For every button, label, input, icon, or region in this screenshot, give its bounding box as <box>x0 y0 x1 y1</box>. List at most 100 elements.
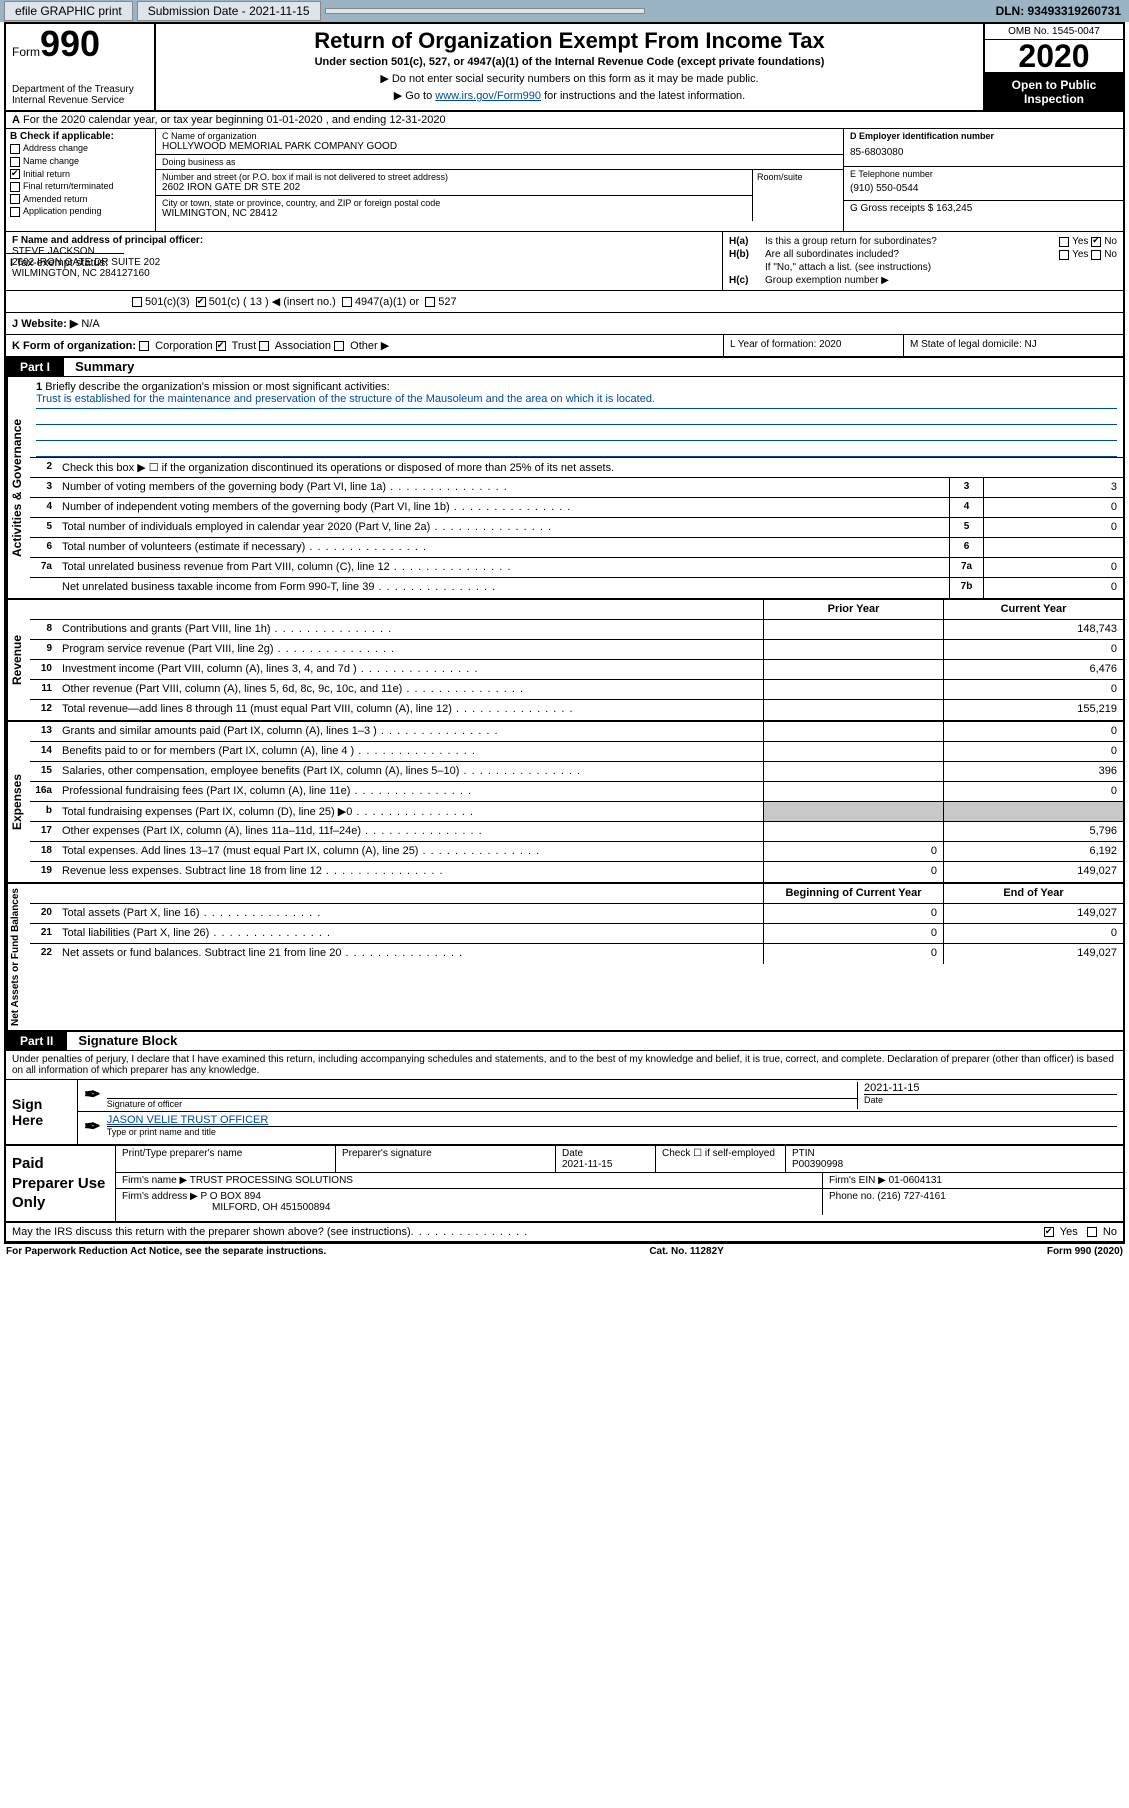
sign-here-block: Sign Here ✒ Signature of officer 2021-11… <box>6 1080 1123 1146</box>
part-i-badge: Part I <box>6 358 64 376</box>
state-domicile: M State of legal domicile: NJ <box>903 335 1123 356</box>
header-note1: ▶ Do not enter social security numbers o… <box>164 72 975 85</box>
dba-label: Doing business as <box>162 157 837 167</box>
hb-text: Are all subordinates included? <box>765 249 899 260</box>
chk-name-change[interactable]: Name change <box>10 155 151 168</box>
hb-yes[interactable]: Yes <box>1072 249 1088 260</box>
section-net-assets: Net Assets or Fund Balances Beginning of… <box>6 884 1123 1032</box>
chk-other[interactable] <box>334 341 344 351</box>
line2-text: Check this box ▶ ☐ if the organization d… <box>58 458 1123 477</box>
officer-print-name: JASON VELIE TRUST OFFICER <box>107 1114 1117 1126</box>
street-value: 2602 IRON GATE DR STE 202 <box>162 182 746 193</box>
self-employed-chk[interactable]: Check ☐ if self-employed <box>656 1146 786 1172</box>
chk-501c3[interactable] <box>132 297 142 307</box>
mission-blank2 <box>36 425 1117 441</box>
ha-no[interactable]: No <box>1104 236 1117 247</box>
department-label: Department of the Treasury Internal Reve… <box>12 84 148 106</box>
section-governance: Activities & Governance 1 Briefly descri… <box>6 377 1123 600</box>
hb-label: H(b) <box>729 249 765 260</box>
tel-value: (910) 550-0544 <box>850 179 1117 198</box>
form-subtitle: Under section 501(c), 527, or 4947(a)(1)… <box>164 56 975 68</box>
note2-post: for instructions and the latest informat… <box>541 90 745 102</box>
opt-assoc: Association <box>275 340 331 352</box>
firm-addr2: MILFORD, OH 451500894 <box>122 1202 330 1213</box>
chk-application-pending[interactable]: Application pending <box>10 205 151 218</box>
submission-date-badge: Submission Date - 2021-11-15 <box>137 1 321 21</box>
officer-label: F Name and address of principal officer: <box>12 235 203 246</box>
section-expenses: Expenses 13 Grants and similar amounts p… <box>6 722 1123 884</box>
pen-arrow-icon2: ✒ <box>84 1114 101 1139</box>
line-b: b Total fundraising expenses (Part IX, c… <box>30 802 1123 822</box>
opt-corp: Corporation <box>155 340 212 352</box>
org-name: HOLLYWOOD MEMORIAL PARK COMPANY GOOD <box>162 141 837 152</box>
row-k-org-form: K Form of organization: Corporation Trus… <box>6 335 1123 358</box>
gross-receipts: G Gross receipts $ 163,245 <box>850 203 1117 214</box>
footer-paperwork: For Paperwork Reduction Act Notice, see … <box>6 1246 326 1257</box>
spacer-badge <box>325 8 645 14</box>
hc-label: H(c) <box>729 275 765 286</box>
paid-preparer-label: Paid Preparer Use Only <box>6 1146 116 1221</box>
discuss-no-chk[interactable] <box>1087 1227 1097 1237</box>
i-text: Tax-exempt status: <box>16 257 108 269</box>
discuss-row: May the IRS discuss this return with the… <box>6 1223 1123 1242</box>
line-21: 21 Total liabilities (Part X, line 26) 0… <box>30 924 1123 944</box>
pen-arrow-icon: ✒ <box>84 1082 101 1109</box>
instructions-link[interactable]: www.irs.gov/Form990 <box>435 90 541 102</box>
line1-text: Briefly describe the organization's miss… <box>45 381 389 393</box>
footer-cat: Cat. No. 11282Y <box>649 1246 723 1257</box>
chk-corp[interactable] <box>139 341 149 351</box>
chk-amended-return[interactable]: Amended return <box>10 193 151 206</box>
form-title: Return of Organization Exempt From Incom… <box>164 28 975 54</box>
paid-preparer-block: Paid Preparer Use Only Print/Type prepar… <box>6 1146 1123 1223</box>
line-19: 19 Revenue less expenses. Subtract line … <box>30 862 1123 882</box>
form-header: Form 990 Department of the Treasury Inte… <box>6 24 1123 112</box>
form-container: Form 990 Department of the Treasury Inte… <box>4 22 1125 1244</box>
hc-text: Group exemption number ▶ <box>765 275 889 286</box>
ein-label: D Employer identification number <box>850 131 994 141</box>
hb-no[interactable]: No <box>1104 249 1117 260</box>
vtab-net-assets: Net Assets or Fund Balances <box>6 884 30 1030</box>
gov-line-6: 6 Total number of volunteers (estimate i… <box>30 538 1123 558</box>
firm-ein: Firm's EIN ▶ 01-0604131 <box>823 1173 1123 1188</box>
chk-4947[interactable] <box>342 297 352 307</box>
chk-initial-return[interactable]: Initial return <box>10 168 151 181</box>
opt-527: 527 <box>438 296 456 308</box>
part-ii-title: Signature Block <box>70 1033 177 1048</box>
chk-final-return[interactable]: Final return/terminated <box>10 180 151 193</box>
mission-block: 1 Briefly describe the organization's mi… <box>30 377 1123 457</box>
preparer-name-label: Print/Type preparer's name <box>116 1146 336 1172</box>
col-b-checkboxes: B Check if applicable: Address change Na… <box>6 129 156 231</box>
col-c-org-info: C Name of organization HOLLYWOOD MEMORIA… <box>156 129 843 231</box>
k-label: K Form of organization: <box>12 340 136 352</box>
line-22: 22 Net assets or fund balances. Subtract… <box>30 944 1123 964</box>
ein-value: 85-6803080 <box>850 141 1117 164</box>
line-16a: 16a Professional fundraising fees (Part … <box>30 782 1123 802</box>
chk-assoc[interactable] <box>259 341 269 351</box>
current-year-header: Current Year <box>943 600 1123 619</box>
row-j-website: J Website: ▶ N/A <box>6 313 1123 335</box>
row-a-text: For the 2020 calendar year, or tax year … <box>23 114 446 126</box>
ha-yes[interactable]: Yes <box>1072 236 1088 247</box>
ha-label: H(a) <box>729 236 765 247</box>
line-10: 10 Investment income (Part VIII, column … <box>30 660 1123 680</box>
col-h-group: H(a)Is this a group return for subordina… <box>723 232 1123 290</box>
discuss-yes-chk[interactable] <box>1044 1227 1054 1237</box>
mission-blank1 <box>36 409 1117 425</box>
opt-501c: 501(c) ( 13 ) ◀ (insert no.) <box>209 295 336 308</box>
chk-trust[interactable] <box>216 341 226 351</box>
form-number: 990 <box>40 28 100 60</box>
dln-label: DLN: 93493319260731 <box>996 4 1121 18</box>
part-ii-header: Part II Signature Block <box>6 1032 1123 1051</box>
line-11: 11 Other revenue (Part VIII, column (A),… <box>30 680 1123 700</box>
h-note: If "No," attach a list. (see instruction… <box>765 262 931 273</box>
mission-blank3 <box>36 441 1117 457</box>
chk-527[interactable] <box>425 297 435 307</box>
chk-501c[interactable] <box>196 297 206 307</box>
perjury-text: Under penalties of perjury, I declare th… <box>6 1051 1123 1080</box>
street-label: Number and street (or P.O. box if mail i… <box>162 172 746 182</box>
org-name-label: C Name of organization <box>162 131 837 141</box>
line-9: 9 Program service revenue (Part VIII, li… <box>30 640 1123 660</box>
chk-address-change[interactable]: Address change <box>10 142 151 155</box>
open-to-public: Open to Public Inspection <box>985 74 1123 110</box>
firm-name: TRUST PROCESSING SOLUTIONS <box>190 1175 353 1186</box>
